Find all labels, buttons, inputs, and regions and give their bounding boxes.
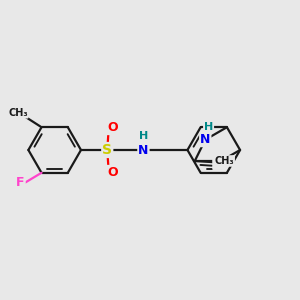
Text: CH₃: CH₃ <box>214 156 234 166</box>
Text: O: O <box>107 121 118 134</box>
Text: N: N <box>138 143 148 157</box>
Text: N: N <box>200 133 211 146</box>
Text: CH₃: CH₃ <box>8 108 28 118</box>
Text: F: F <box>16 176 25 189</box>
Text: H: H <box>204 122 213 132</box>
Text: S: S <box>102 143 112 157</box>
Text: N: N <box>213 156 224 169</box>
Text: O: O <box>107 166 118 179</box>
Text: H: H <box>139 130 148 140</box>
